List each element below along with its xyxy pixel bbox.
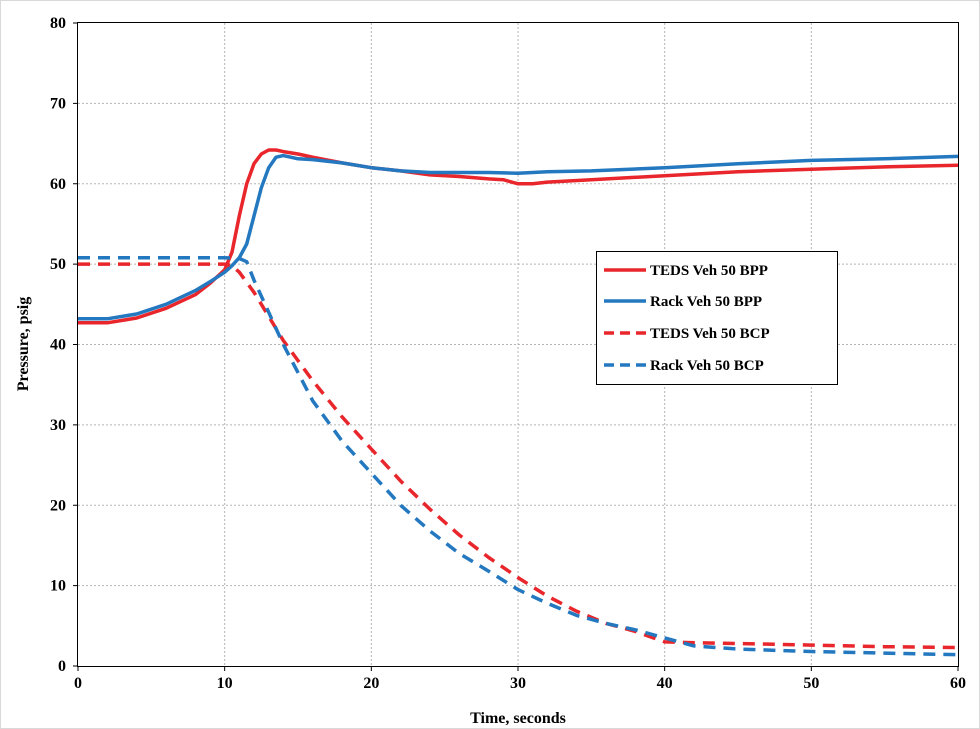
legend-label: TEDS Veh 50 BCP bbox=[650, 326, 770, 342]
y-tick-label: 70 bbox=[50, 95, 66, 112]
x-tick-label: 20 bbox=[363, 675, 379, 692]
legend-label: Rack Veh 50 BCP bbox=[650, 358, 764, 374]
x-tick-label: 30 bbox=[510, 675, 526, 692]
x-tick-label: 0 bbox=[74, 675, 82, 692]
legend-label: TEDS Veh 50 BPP bbox=[650, 263, 768, 279]
series-line-4 bbox=[78, 255, 959, 657]
x-tick-label: 10 bbox=[217, 675, 233, 692]
x-axis-title: Time, seconds bbox=[470, 710, 566, 727]
x-tick-label: 40 bbox=[657, 675, 673, 692]
y-axis-title: Pressure, psig bbox=[15, 297, 32, 392]
legend-box bbox=[596, 251, 838, 385]
y-tick-label: 40 bbox=[50, 337, 66, 354]
y-tick-label: 30 bbox=[50, 417, 66, 434]
y-tick-label: 10 bbox=[50, 578, 66, 595]
x-tick-label: 50 bbox=[803, 675, 819, 692]
y-tick-label: 50 bbox=[50, 256, 66, 273]
legend-label: Rack Veh 50 BPP bbox=[650, 294, 762, 310]
x-tick-label: 60 bbox=[950, 675, 966, 692]
series-line-2 bbox=[78, 153, 959, 321]
y-tick-label: 0 bbox=[58, 658, 66, 675]
legend: TEDS Veh 50 BPP Rack Veh 50 BPP TEDS Veh 5… bbox=[596, 251, 838, 385]
y-tick-label: 60 bbox=[50, 176, 66, 193]
y-tick-label: 80 bbox=[50, 15, 66, 32]
y-tick-label: 20 bbox=[50, 497, 66, 514]
